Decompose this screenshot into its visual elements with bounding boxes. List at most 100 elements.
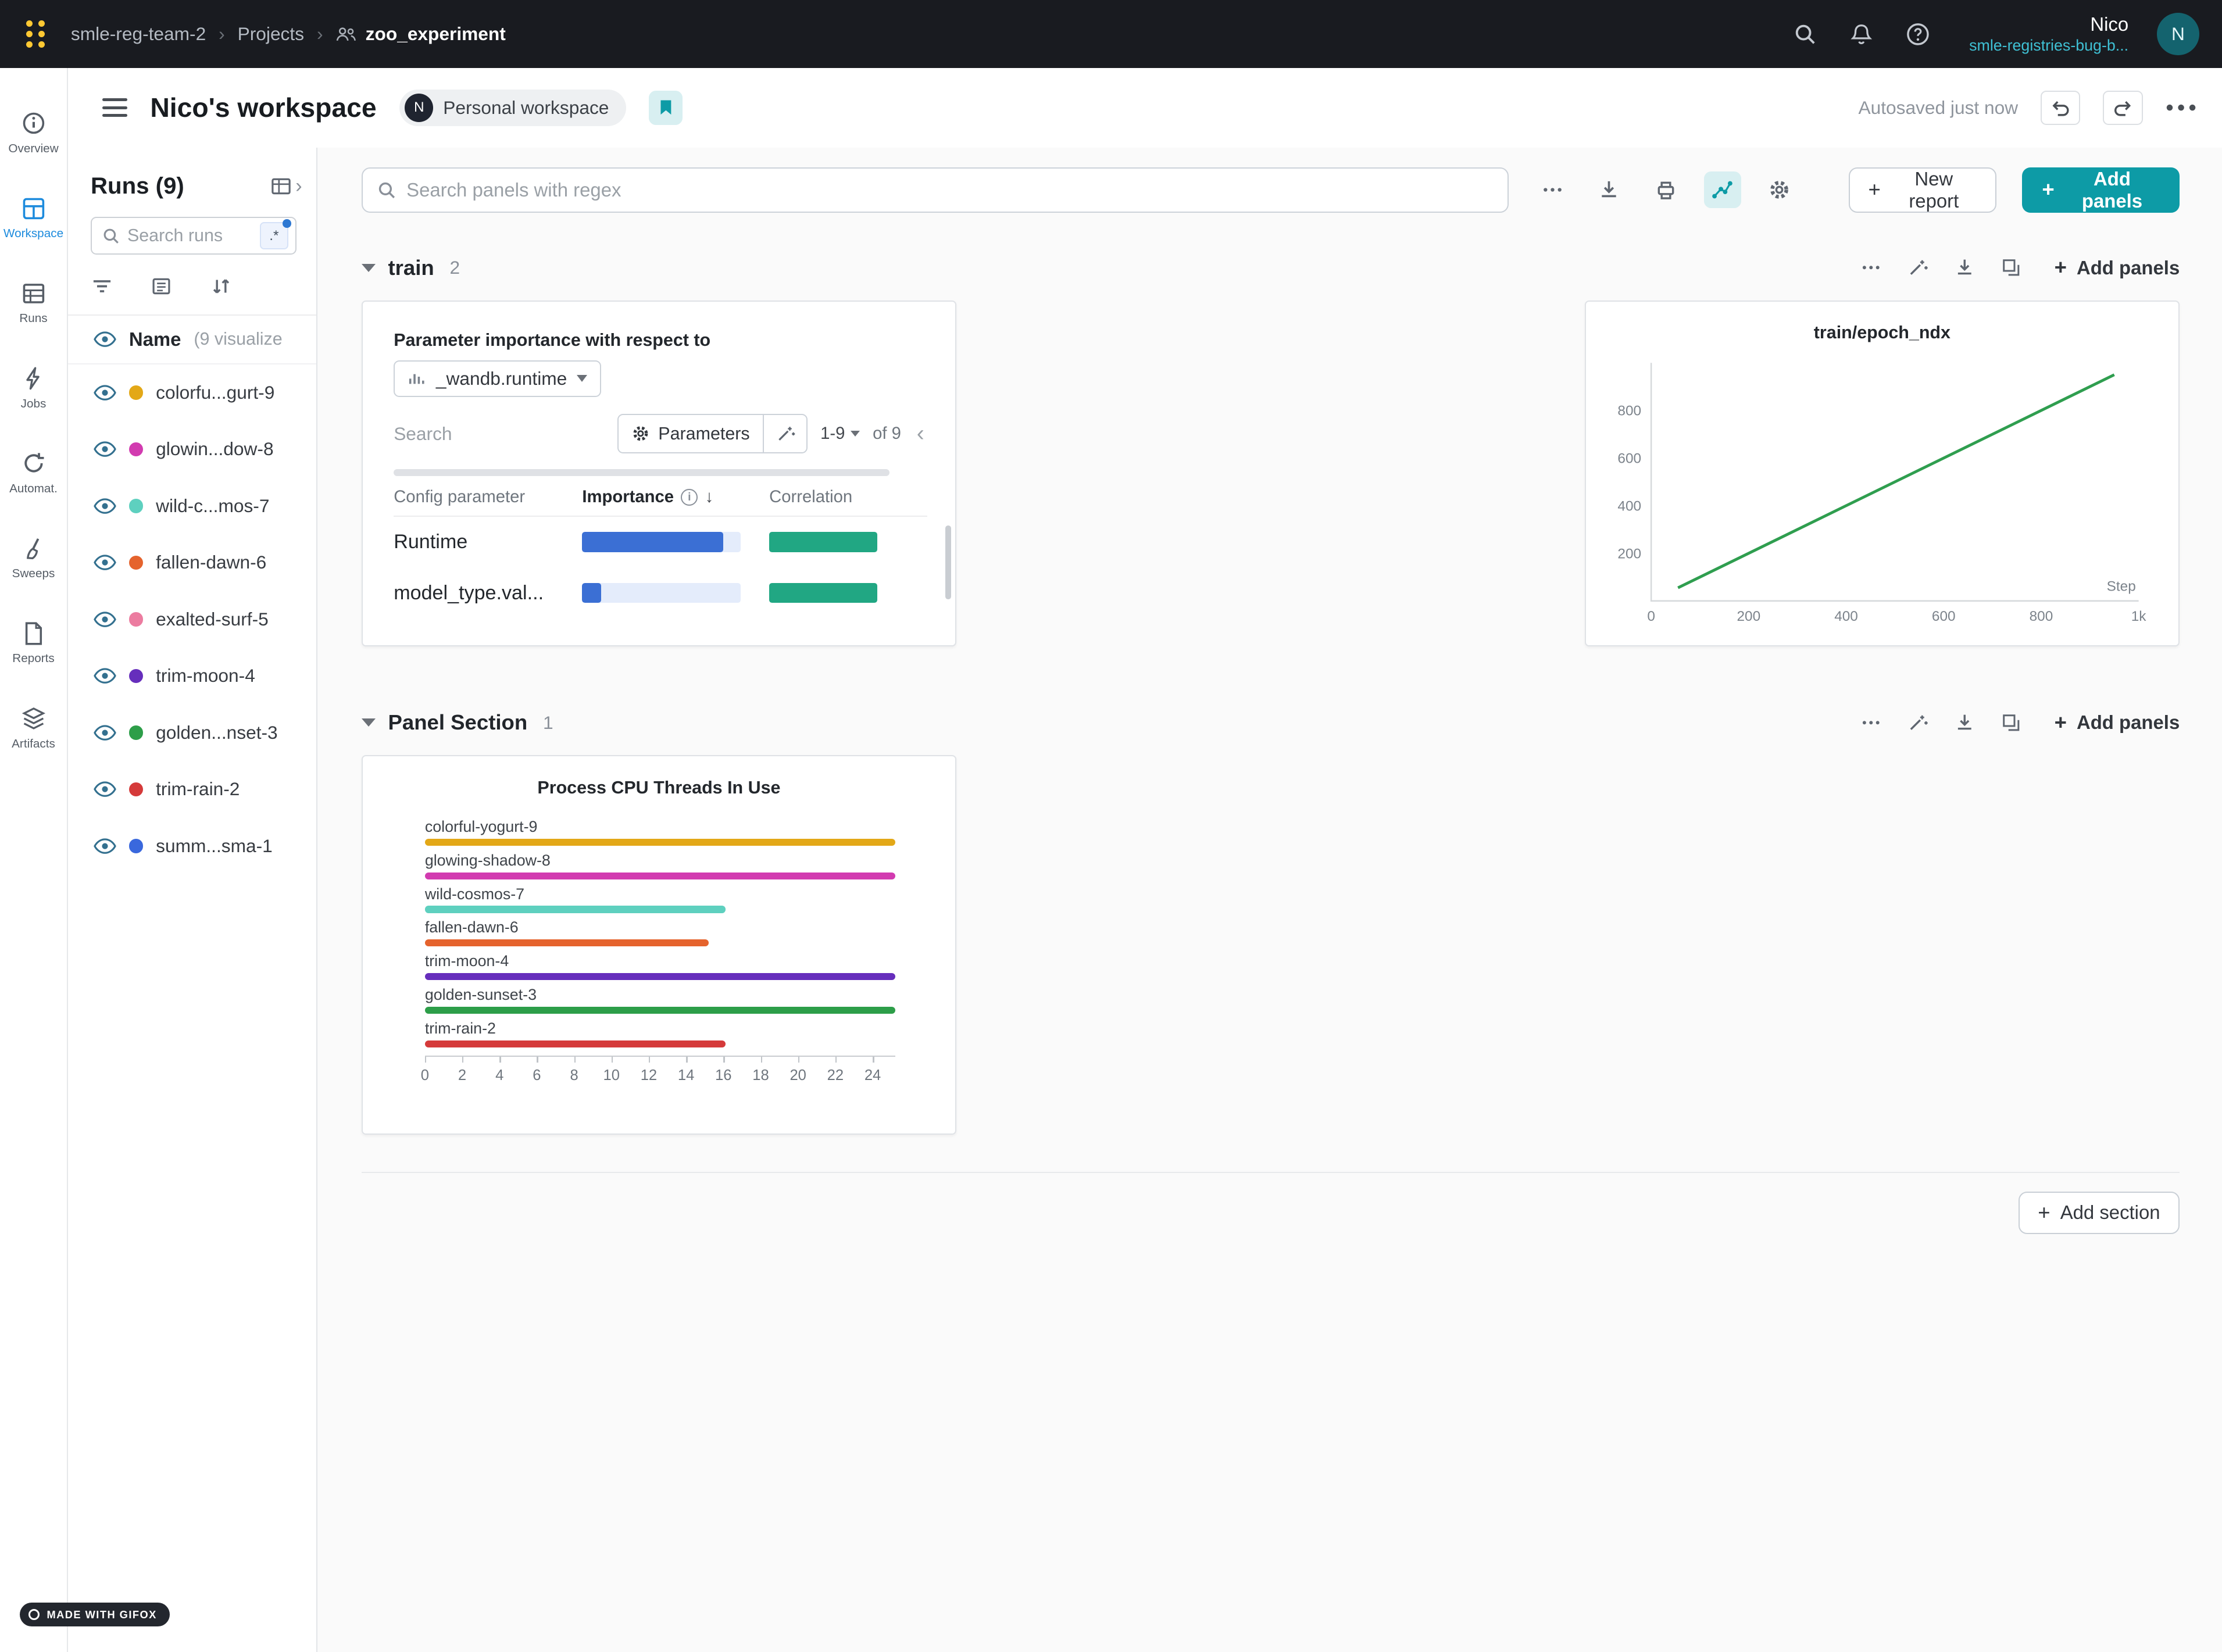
horizontal-scrollbar[interactable] <box>394 469 890 477</box>
runs-name-header[interactable]: Name (9 visualize <box>68 316 316 364</box>
new-report-button[interactable]: + New report <box>1848 167 1997 213</box>
run-name[interactable]: colorfu...gurt-9 <box>156 381 275 403</box>
print-panels-icon[interactable] <box>1648 171 1684 208</box>
section-copy-icon[interactable] <box>2000 712 2022 734</box>
undo-button[interactable] <box>2041 91 2081 125</box>
pagination-prev-icon[interactable]: ‹ <box>916 421 924 446</box>
panel-search-input[interactable] <box>406 178 1494 201</box>
run-row[interactable]: glowin...dow-8 <box>68 421 316 478</box>
user-org[interactable]: smle-registries-bug-b... <box>1969 37 2129 55</box>
point-visualization-icon[interactable] <box>1704 171 1741 209</box>
sort-icon[interactable] <box>210 275 233 298</box>
run-name[interactable]: trim-moon-4 <box>156 665 255 686</box>
section-wand-icon[interactable] <box>1907 712 1928 734</box>
run-name[interactable]: trim-rain-2 <box>156 778 240 800</box>
visibility-eye-icon[interactable] <box>94 611 116 628</box>
importance-search-input[interactable] <box>394 423 605 445</box>
correlation-column[interactable]: Correlation <box>769 487 853 506</box>
run-name[interactable]: glowin...dow-8 <box>156 438 274 460</box>
run-row[interactable]: summ...sma-1 <box>68 818 316 875</box>
cpu-bar[interactable] <box>424 906 726 913</box>
group-list-icon[interactable] <box>150 275 173 298</box>
runs-table-toggle[interactable]: › <box>270 175 302 198</box>
visibility-eye-icon[interactable] <box>94 441 116 457</box>
bookmark-button[interactable] <box>648 91 683 125</box>
visibility-eye-icon[interactable] <box>94 498 116 514</box>
run-name[interactable]: exalted-surf-5 <box>156 608 269 630</box>
rail-item-workspace[interactable]: Workspace <box>0 176 67 260</box>
rail-item-runs[interactable]: Runs <box>0 261 67 346</box>
regex-toggle[interactable]: .* <box>259 219 292 249</box>
cpu-bar[interactable] <box>424 838 895 846</box>
rail-item-overview[interactable]: Overview <box>0 91 67 176</box>
rail-item-automations[interactable]: Automat. <box>0 431 67 516</box>
breadcrumb-team[interactable]: smle-reg-team-2 <box>70 23 206 44</box>
visibility-eye-icon[interactable] <box>94 384 116 401</box>
epoch-chart-panel[interactable]: train/epoch_ndx 200 400 600 800 0 200 400 600 80… <box>1584 300 2180 646</box>
runs-search[interactable]: .* <box>91 216 296 255</box>
run-name[interactable]: fallen-dawn-6 <box>156 552 267 573</box>
filter-icon[interactable] <box>91 275 113 298</box>
importance-column[interactable]: Importance i ↓ <box>582 487 714 506</box>
run-row[interactable]: colorfu...gurt-9 <box>68 364 316 421</box>
section-export-icon[interactable] <box>1954 257 1975 278</box>
wandb-logo-icon[interactable] <box>20 19 51 50</box>
cpu-bar[interactable] <box>424 1040 726 1047</box>
config-parameter-column[interactable]: Config parameter <box>394 487 526 506</box>
metric-dropdown[interactable]: _wandb.runtime <box>394 360 602 397</box>
importance-row[interactable]: model_type.val... <box>394 567 927 618</box>
header-more-options-icon[interactable]: ●●● <box>2165 99 2200 116</box>
more-options-icon[interactable] <box>1534 171 1571 208</box>
section-export-icon[interactable] <box>1954 712 1975 734</box>
cpu-bar[interactable] <box>424 973 895 981</box>
section-add-panels-button[interactable]: + Add panels <box>2054 710 2180 734</box>
help-icon[interactable] <box>1904 20 1932 48</box>
section-title[interactable]: Panel Section <box>388 710 528 735</box>
run-name[interactable]: summ...sma-1 <box>156 835 273 856</box>
settings-gear-icon[interactable] <box>1761 171 1798 208</box>
add-section-button[interactable]: + Add section <box>2018 1191 2180 1234</box>
redo-button[interactable] <box>2103 91 2143 125</box>
visibility-eye-icon[interactable] <box>94 554 116 571</box>
run-row[interactable]: exalted-surf-5 <box>68 591 316 648</box>
importance-row[interactable]: Runtime <box>394 517 927 568</box>
panel-search[interactable] <box>361 167 1509 213</box>
export-icon[interactable] <box>1591 171 1627 208</box>
breadcrumb-project[interactable]: zoo_experiment <box>335 23 506 45</box>
add-panels-button[interactable]: + Add panels <box>2022 167 2180 213</box>
rail-item-sweeps[interactable]: Sweeps <box>0 516 67 600</box>
run-row[interactable]: fallen-dawn-6 <box>68 534 316 591</box>
run-row[interactable]: golden...nset-3 <box>68 705 316 761</box>
magic-wand-button[interactable] <box>764 424 806 444</box>
vertical-scrollbar[interactable] <box>945 525 951 599</box>
section-menu-icon[interactable] <box>1860 257 1882 278</box>
parameter-importance-panel[interactable]: Parameter importance with respect to _wa… <box>361 300 957 646</box>
visibility-eye-icon[interactable] <box>94 331 116 348</box>
pagination-range[interactable]: 1-9 <box>820 424 860 444</box>
collapse-chevron-icon[interactable] <box>361 718 376 727</box>
avatar[interactable]: N <box>2156 12 2199 56</box>
section-title[interactable]: train <box>388 255 434 280</box>
cpu-bar[interactable] <box>424 872 895 879</box>
user-block[interactable]: Nico smle-registries-bug-b... <box>1969 12 2128 56</box>
section-menu-icon[interactable] <box>1860 712 1882 734</box>
breadcrumb-projects[interactable]: Projects <box>237 23 305 44</box>
visibility-eye-icon[interactable] <box>94 781 116 798</box>
run-row[interactable]: trim-moon-4 <box>68 648 316 705</box>
cpu-threads-panel[interactable]: Process CPU Threads In Use colorful-yogu… <box>361 755 957 1135</box>
collapse-chevron-icon[interactable] <box>361 263 376 272</box>
rail-item-reports[interactable]: Reports <box>0 601 67 686</box>
notifications-bell-icon[interactable] <box>1847 20 1876 48</box>
run-name[interactable]: wild-c...mos-7 <box>156 495 270 516</box>
workspace-badge[interactable]: N Personal workspace <box>399 89 626 126</box>
runs-search-input[interactable] <box>127 226 253 246</box>
cpu-bar[interactable] <box>424 1006 895 1014</box>
visibility-eye-icon[interactable] <box>94 838 116 854</box>
section-wand-icon[interactable] <box>1907 257 1928 278</box>
parameters-button[interactable]: Parameters <box>619 424 763 444</box>
run-row[interactable]: wild-c...mos-7 <box>68 478 316 535</box>
rail-item-jobs[interactable]: Jobs <box>0 346 67 431</box>
rail-item-artifacts[interactable]: Artifacts <box>0 686 67 771</box>
run-row[interactable]: trim-rain-2 <box>68 761 316 818</box>
menu-hamburger-icon[interactable] <box>102 98 128 117</box>
